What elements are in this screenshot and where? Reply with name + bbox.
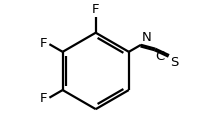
Text: N: N xyxy=(141,31,151,44)
Text: C: C xyxy=(156,50,165,63)
Text: F: F xyxy=(40,37,48,50)
Text: F: F xyxy=(40,92,48,105)
Text: F: F xyxy=(92,3,99,16)
Text: S: S xyxy=(170,56,178,69)
